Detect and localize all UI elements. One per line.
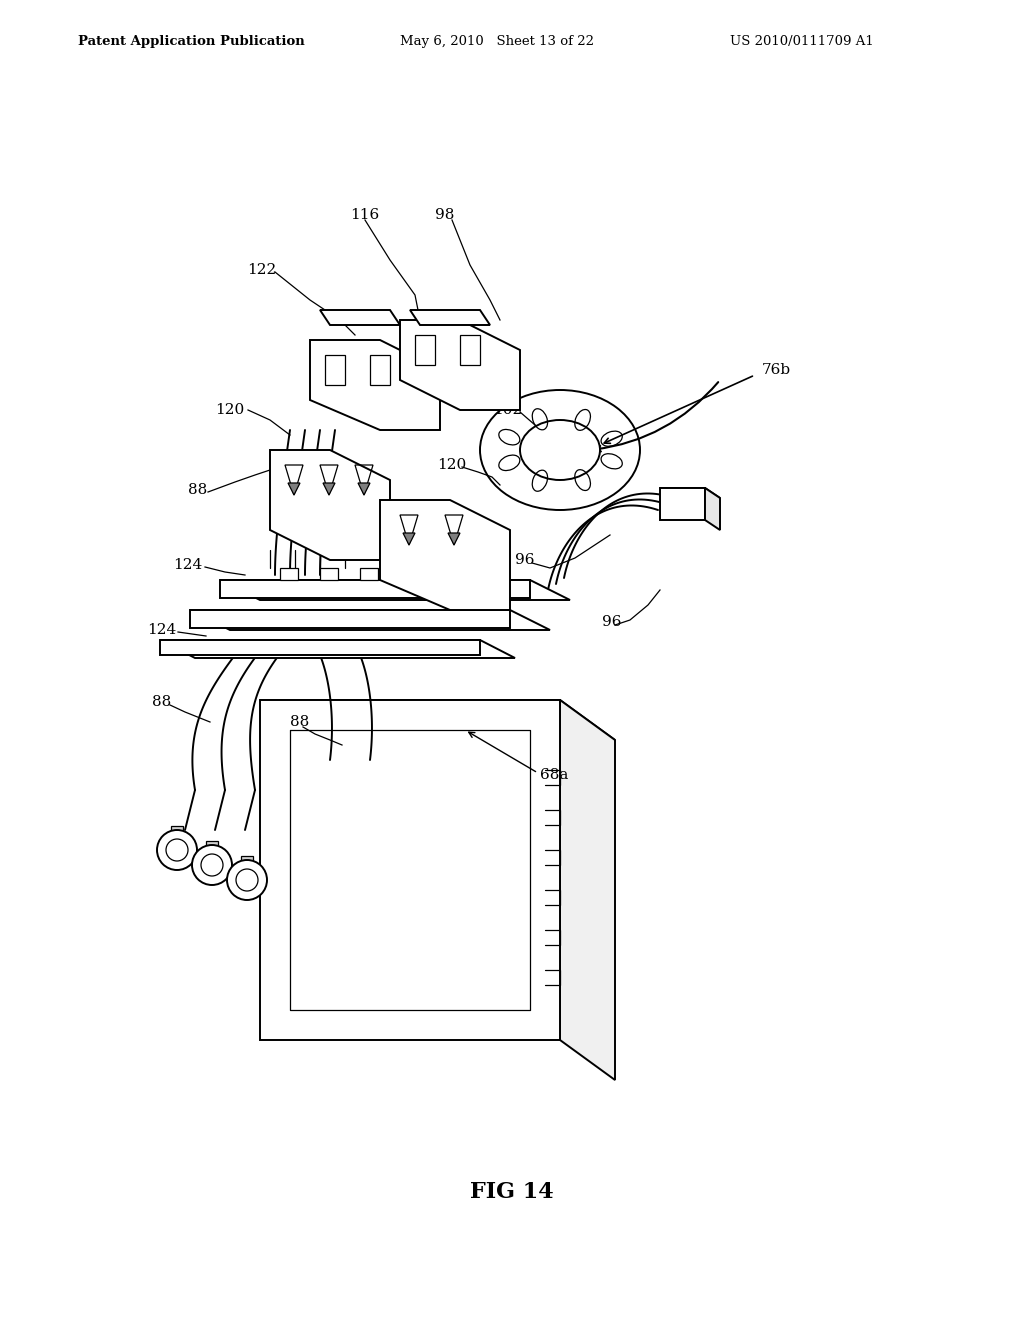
Polygon shape: [380, 500, 510, 610]
Text: 96: 96: [515, 553, 535, 568]
Circle shape: [236, 869, 258, 891]
Text: 76b: 76b: [762, 363, 792, 378]
Polygon shape: [319, 568, 338, 579]
Polygon shape: [403, 533, 415, 545]
Polygon shape: [310, 341, 440, 430]
Text: FIG 14: FIG 14: [470, 1181, 554, 1203]
Polygon shape: [323, 483, 335, 495]
Polygon shape: [410, 310, 490, 325]
Text: 124: 124: [173, 558, 203, 572]
Text: 68a: 68a: [540, 768, 568, 781]
Text: 116: 116: [350, 209, 380, 222]
Bar: [171, 826, 183, 836]
Text: 120: 120: [437, 458, 467, 473]
Text: Patent Application Publication: Patent Application Publication: [78, 36, 305, 49]
Polygon shape: [449, 533, 460, 545]
Polygon shape: [190, 610, 510, 628]
Polygon shape: [358, 483, 370, 495]
Text: 98: 98: [435, 209, 455, 222]
Polygon shape: [260, 700, 560, 1040]
Polygon shape: [280, 568, 298, 579]
Polygon shape: [160, 640, 480, 655]
Polygon shape: [560, 700, 615, 1080]
Circle shape: [227, 861, 267, 900]
Polygon shape: [400, 319, 520, 411]
Polygon shape: [319, 310, 400, 325]
Text: 88: 88: [291, 715, 309, 729]
Polygon shape: [360, 568, 378, 579]
Polygon shape: [190, 610, 550, 630]
Polygon shape: [660, 488, 705, 520]
Text: 124: 124: [400, 568, 430, 582]
Polygon shape: [160, 640, 515, 657]
Text: 96: 96: [602, 615, 622, 630]
Text: 120: 120: [215, 403, 245, 417]
Text: 124: 124: [147, 623, 176, 638]
Circle shape: [193, 845, 232, 884]
Text: May 6, 2010   Sheet 13 of 22: May 6, 2010 Sheet 13 of 22: [400, 36, 594, 49]
Bar: [241, 855, 253, 866]
Text: 102: 102: [494, 403, 522, 417]
Circle shape: [166, 840, 188, 861]
Polygon shape: [288, 483, 300, 495]
Text: 88: 88: [153, 696, 172, 709]
Text: US 2010/0111709 A1: US 2010/0111709 A1: [730, 36, 873, 49]
Polygon shape: [660, 488, 720, 498]
Ellipse shape: [520, 420, 600, 480]
Text: 88: 88: [383, 513, 402, 527]
Text: 122: 122: [248, 263, 276, 277]
Polygon shape: [260, 700, 615, 741]
Bar: [206, 841, 218, 851]
Circle shape: [157, 830, 197, 870]
Polygon shape: [705, 488, 720, 531]
Circle shape: [201, 854, 223, 876]
Polygon shape: [220, 579, 570, 601]
Polygon shape: [220, 579, 530, 598]
Text: 88: 88: [188, 483, 208, 498]
Polygon shape: [270, 450, 390, 560]
